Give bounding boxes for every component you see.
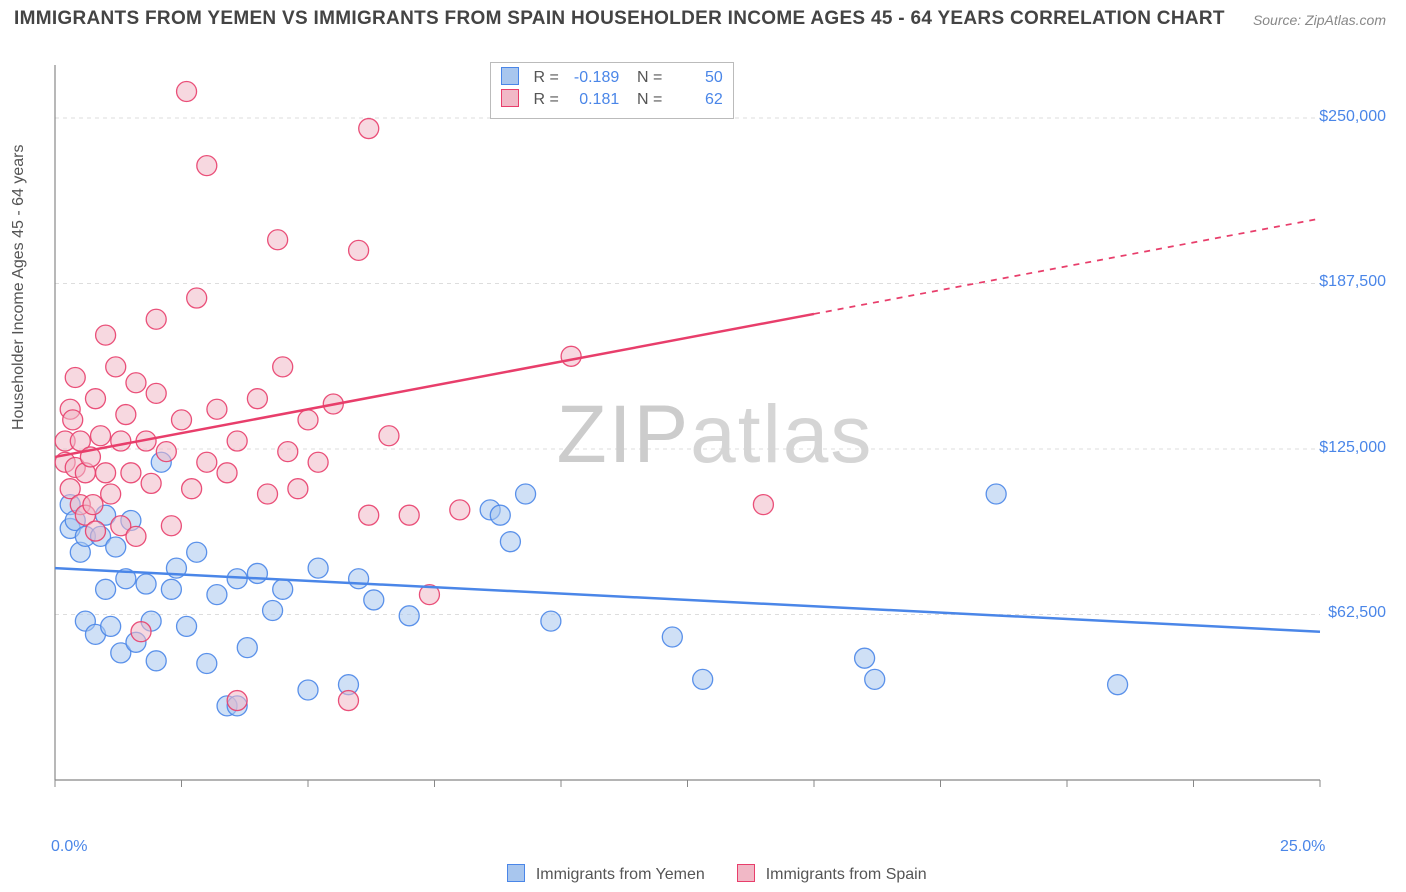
swatch-yemen [501,67,519,85]
source-label: Source: ZipAtlas.com [1253,12,1386,28]
y-tick-label: $187,500 [1319,273,1386,291]
legend-swatch-yemen [507,864,525,882]
stats-row-yemen: R = -0.189 N = 50 [501,67,723,89]
scatter-plot: ZIPatlas [50,60,1380,810]
r-value-spain: 0.181 [563,89,619,111]
y-tick-label: $62,500 [1328,604,1386,622]
legend-swatch-spain [737,864,755,882]
x-tick-label: 25.0% [1280,838,1325,856]
r-label: R = [533,69,563,86]
r-label: R = [533,91,563,108]
y-tick-label: $125,000 [1319,439,1386,457]
stats-row-spain: R = 0.181 N = 62 [501,89,723,111]
n-label: N = [624,91,667,108]
stats-legend-box: R = -0.189 N = 50 R = 0.181 N = 62 [490,62,734,119]
y-axis-label: Householder Income Ages 45 - 64 years [10,145,28,431]
n-value-yemen: 50 [667,67,723,89]
x-tick-label: 0.0% [51,838,87,856]
chart-svg [50,60,1380,810]
chart-title: IMMIGRANTS FROM YEMEN VS IMMIGRANTS FROM… [14,8,1225,30]
bottom-legend: Immigrants from Yemen Immigrants from Sp… [0,864,1406,884]
r-value-yemen: -0.189 [563,67,619,89]
swatch-spain [501,89,519,107]
y-tick-label: $250,000 [1319,108,1386,126]
n-label: N = [624,69,667,86]
n-value-spain: 62 [667,89,723,111]
legend-label-spain: Immigrants from Spain [766,866,927,883]
legend-label-yemen: Immigrants from Yemen [536,866,705,883]
